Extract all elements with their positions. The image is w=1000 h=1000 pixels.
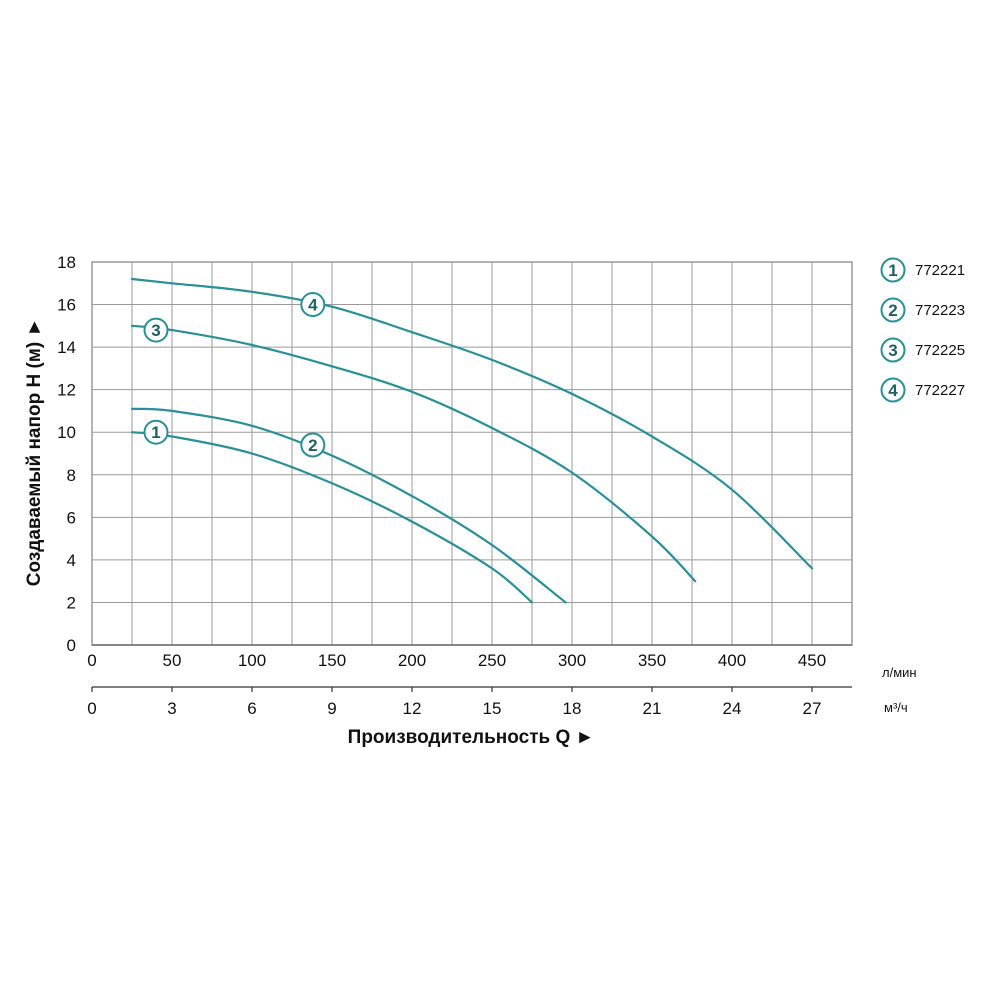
x-tick-labels: 0 50 100 150 200 250 300 350 400 450	[87, 651, 826, 670]
x-tick-label: 250	[478, 651, 506, 670]
y-tick-label: 0	[67, 636, 76, 655]
legend-item-772225: 3 772225	[880, 337, 965, 363]
x-tick-label: 350	[638, 651, 666, 670]
curve-marker-circle	[143, 419, 169, 445]
y-tick-label: 8	[67, 466, 76, 485]
curve-marker-circle	[143, 317, 169, 343]
curves	[130, 277, 814, 604]
legend-marker-circle	[880, 377, 906, 403]
legend-item-772223: 2 772223	[880, 297, 965, 323]
x2-tick-label: 3	[167, 699, 176, 718]
x-tick-label: 0	[87, 651, 96, 670]
x2-tick-label: 18	[563, 699, 582, 718]
curve-marker-circle	[300, 292, 326, 318]
curve-marker-1: 1	[143, 419, 169, 445]
legend-marker-circle	[880, 337, 906, 363]
x-tick-label: 100	[238, 651, 266, 670]
y-tick-label: 16	[57, 296, 76, 315]
curve-marker-circle	[300, 432, 326, 458]
y-axis-title: Создаваемый напор H (м) ►	[24, 318, 45, 587]
curve-772225	[130, 324, 697, 583]
y-tick-label: 18	[57, 253, 76, 272]
x-unit-label: л/мин	[882, 665, 917, 680]
y-tick-label: 10	[57, 423, 76, 442]
legend-marker-label: 3	[888, 341, 897, 360]
curve-markers: 1 2 3 4	[143, 292, 326, 458]
x2-tick-label: 9	[327, 699, 336, 718]
y-tick-labels: 0 2 4 6 8 10 12 14 16 18	[57, 253, 76, 655]
curve-marker-label: 3	[151, 321, 160, 340]
y-tick-label: 14	[57, 338, 76, 357]
plot-area	[91, 261, 853, 646]
curve-marker-4: 4	[300, 292, 326, 318]
legend-label: 772225	[915, 342, 965, 359]
x-tick-label: 150	[318, 651, 346, 670]
grid	[91, 261, 853, 646]
x-tick-label: 400	[718, 651, 746, 670]
y-tick-label: 4	[67, 551, 76, 570]
legend: 1 772221 2 772223 3 772225 4 772227	[880, 257, 965, 403]
legend-label: 772221	[915, 262, 965, 279]
curve-772221	[130, 431, 534, 604]
curve-marker-2: 2	[300, 432, 326, 458]
curve-772227	[130, 277, 814, 570]
x-tick-label: 200	[398, 651, 426, 670]
x2-tick-label: 0	[87, 699, 96, 718]
curve-marker-label: 2	[308, 436, 317, 455]
legend-label: 772223	[915, 302, 965, 319]
x-tick-label: 450	[798, 651, 826, 670]
legend-marker-circle	[880, 257, 906, 283]
x2-axis: 0 3 6 9 12 15 18 21 24 27	[87, 686, 852, 718]
y-tick-label: 12	[57, 381, 76, 400]
y-tick-label: 2	[67, 593, 76, 612]
y-tick-label: 6	[67, 508, 76, 527]
curve-marker-3: 3	[143, 317, 169, 343]
x2-tick-label: 15	[483, 699, 502, 718]
x2-tick-label: 27	[803, 699, 822, 718]
x2-unit-label: м³/ч	[884, 700, 908, 715]
curve-772223	[130, 407, 567, 604]
legend-marker-circle	[880, 297, 906, 323]
x-tick-label: 300	[558, 651, 586, 670]
x2-tick-label: 21	[643, 699, 662, 718]
x-tick-label: 50	[163, 651, 182, 670]
legend-marker-label: 1	[888, 261, 897, 280]
x2-tick-label: 24	[723, 699, 742, 718]
curve-marker-label: 4	[308, 296, 318, 315]
legend-marker-label: 4	[888, 381, 898, 400]
legend-label: 772227	[915, 382, 965, 399]
curve-marker-label: 1	[151, 423, 160, 442]
x2-tick-label: 6	[247, 699, 256, 718]
legend-marker-label: 2	[888, 301, 897, 320]
legend-item-772221: 1 772221	[880, 257, 965, 283]
x-axis-title: Производительность Q ►	[348, 727, 595, 748]
legend-item-772227: 4 772227	[880, 377, 965, 403]
x2-tick-label: 12	[403, 699, 422, 718]
